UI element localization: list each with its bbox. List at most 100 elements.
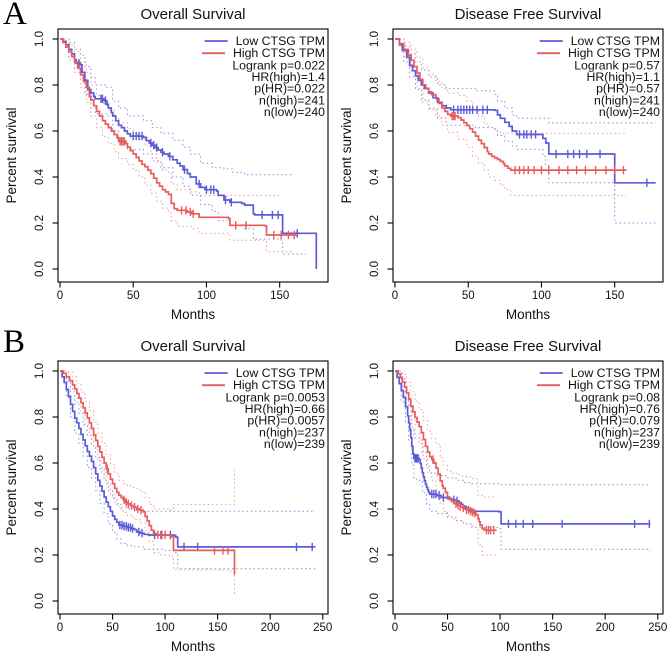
y-axis-label: Percent survival bbox=[339, 439, 354, 535]
legend-label: High CTSG TPM bbox=[233, 378, 325, 392]
y-tick-label: 0.8 bbox=[34, 77, 46, 93]
y-tick-label: 1.0 bbox=[34, 363, 46, 379]
ci-lower-curve bbox=[395, 370, 497, 558]
y-tick-label: 0.4 bbox=[369, 500, 381, 517]
stat-line: HR(high)=1.4 bbox=[252, 70, 326, 84]
section-label-b: B bbox=[3, 324, 26, 360]
stat-line: Logrank p=0.08 bbox=[574, 391, 660, 405]
panel-title: Disease Free Survival bbox=[455, 6, 602, 23]
x-tick-label: 0 bbox=[392, 290, 398, 302]
x-tick-label: 100 bbox=[532, 290, 551, 302]
ci-upper-curve bbox=[60, 38, 280, 196]
x-tick-label: 150 bbox=[543, 622, 562, 634]
survival-curve bbox=[60, 370, 316, 548]
section-label-a: A bbox=[3, 0, 27, 32]
plot-border bbox=[392, 360, 664, 615]
y-tick-label: 0.0 bbox=[369, 261, 381, 277]
legend-label: Low CTSG TPM bbox=[571, 366, 660, 380]
stat-line: Logrank p=0.57 bbox=[574, 59, 660, 73]
y-tick-label: 0.0 bbox=[34, 593, 46, 609]
ci-upper-curve bbox=[60, 38, 295, 176]
survival-curve bbox=[60, 38, 318, 269]
x-tick-label: 100 bbox=[197, 290, 216, 302]
stat-line: n(low)=240 bbox=[599, 105, 660, 119]
legend-label: High CTSG TPM bbox=[568, 378, 660, 392]
stat-line: HR(high)=1.1 bbox=[587, 70, 661, 84]
legend-label: High CTSG TPM bbox=[233, 46, 325, 60]
stat-line: Logrank p=0.022 bbox=[232, 59, 325, 73]
stat-line: HR(high)=0.76 bbox=[580, 402, 660, 416]
stat-line: n(high)=237 bbox=[259, 425, 325, 439]
y-tick-label: 0.2 bbox=[369, 547, 381, 563]
ci-lower-curve bbox=[395, 370, 651, 551]
km-panel-overall-survival-b: Overall Survival 0 50 100 150 200 250 0.0 0.2 0.4… bbox=[4, 338, 332, 654]
y-tick-label: 0.2 bbox=[34, 215, 46, 231]
stat-line: n(high)=237 bbox=[594, 425, 660, 439]
stat-line: HR(high)=0.66 bbox=[245, 402, 325, 416]
x-axis-label: Months bbox=[506, 307, 551, 322]
y-tick-label: 0.6 bbox=[34, 123, 46, 139]
y-axis-label: Percent survival bbox=[339, 107, 354, 203]
x-axis-label: Months bbox=[171, 307, 216, 322]
stat-line: n(high)=241 bbox=[594, 93, 660, 107]
y-tick-label: 0.6 bbox=[34, 455, 46, 471]
x-tick-label: 150 bbox=[208, 622, 227, 634]
panel-title: Overall Survival bbox=[140, 338, 245, 355]
legend-label: Low CTSG TPM bbox=[236, 34, 325, 48]
stat-line: Logrank p=0.0053 bbox=[226, 391, 326, 405]
x-axis-label: Months bbox=[171, 639, 216, 654]
x-axis-label: Months bbox=[506, 639, 551, 654]
x-tick-label: 0 bbox=[392, 622, 398, 634]
ci-lower-curve bbox=[60, 370, 235, 597]
x-tick-label: 100 bbox=[156, 622, 175, 634]
survival-curve bbox=[395, 38, 627, 171]
y-tick-label: 0.2 bbox=[369, 215, 381, 231]
ci-lower-curve bbox=[60, 38, 295, 253]
y-tick-label: 0.4 bbox=[34, 500, 46, 517]
stat-line: p(HR)=0.0057 bbox=[247, 414, 325, 428]
x-tick-label: 100 bbox=[491, 622, 510, 634]
x-tick-label: 200 bbox=[261, 622, 280, 634]
stat-line: n(low)=240 bbox=[264, 105, 325, 119]
y-tick-label: 0.8 bbox=[34, 409, 46, 425]
x-tick-label: 0 bbox=[57, 290, 63, 302]
panel-title: Overall Survival bbox=[140, 6, 245, 23]
survival-curve bbox=[60, 38, 298, 236]
survival-curve bbox=[395, 370, 497, 532]
x-tick-label: 50 bbox=[127, 290, 140, 302]
x-tick-label: 50 bbox=[441, 622, 454, 634]
plot-border bbox=[57, 360, 329, 615]
survival-curve bbox=[60, 370, 236, 575]
y-tick-label: 1.0 bbox=[369, 363, 381, 379]
y-tick-label: 1.0 bbox=[369, 31, 381, 47]
stat-line: p(HR)=0.079 bbox=[589, 414, 660, 428]
legend-label: Low CTSG TPM bbox=[236, 366, 325, 380]
y-axis-label: Percent survival bbox=[4, 107, 19, 203]
stat-line: n(low)=239 bbox=[599, 437, 660, 451]
x-tick-label: 250 bbox=[313, 622, 332, 634]
stat-line: n(low)=239 bbox=[264, 437, 325, 451]
ci-upper-curve bbox=[395, 38, 656, 124]
x-tick-label: 200 bbox=[596, 622, 615, 634]
y-tick-label: 1.0 bbox=[34, 31, 46, 47]
y-axis-label: Percent survival bbox=[4, 439, 19, 535]
plot-border bbox=[57, 28, 329, 283]
stat-line: n(high)=241 bbox=[259, 93, 325, 107]
x-tick-label: 50 bbox=[462, 290, 475, 302]
ci-upper-curve bbox=[395, 38, 627, 134]
ci-lower-curve bbox=[395, 38, 656, 224]
stat-line: p(HR)=0.57 bbox=[596, 82, 660, 96]
y-tick-label: 0.8 bbox=[369, 409, 381, 425]
plot-border bbox=[392, 28, 664, 283]
y-tick-label: 0.6 bbox=[369, 123, 381, 139]
x-tick-label: 150 bbox=[270, 290, 289, 302]
legend-label: Low CTSG TPM bbox=[571, 34, 660, 48]
ci-upper-curve bbox=[60, 370, 235, 511]
km-panel-disease-free-survival-a: Disease Free Survival 0 50 100 150 0.0 0.2 0.4 0… bbox=[339, 6, 664, 322]
survival-curve bbox=[395, 38, 656, 184]
stat-line: p(HR)=0.022 bbox=[254, 82, 325, 96]
x-tick-label: 150 bbox=[605, 290, 624, 302]
y-tick-label: 0.6 bbox=[369, 455, 381, 471]
x-tick-label: 0 bbox=[57, 622, 63, 634]
legend-label: High CTSG TPM bbox=[568, 46, 660, 60]
